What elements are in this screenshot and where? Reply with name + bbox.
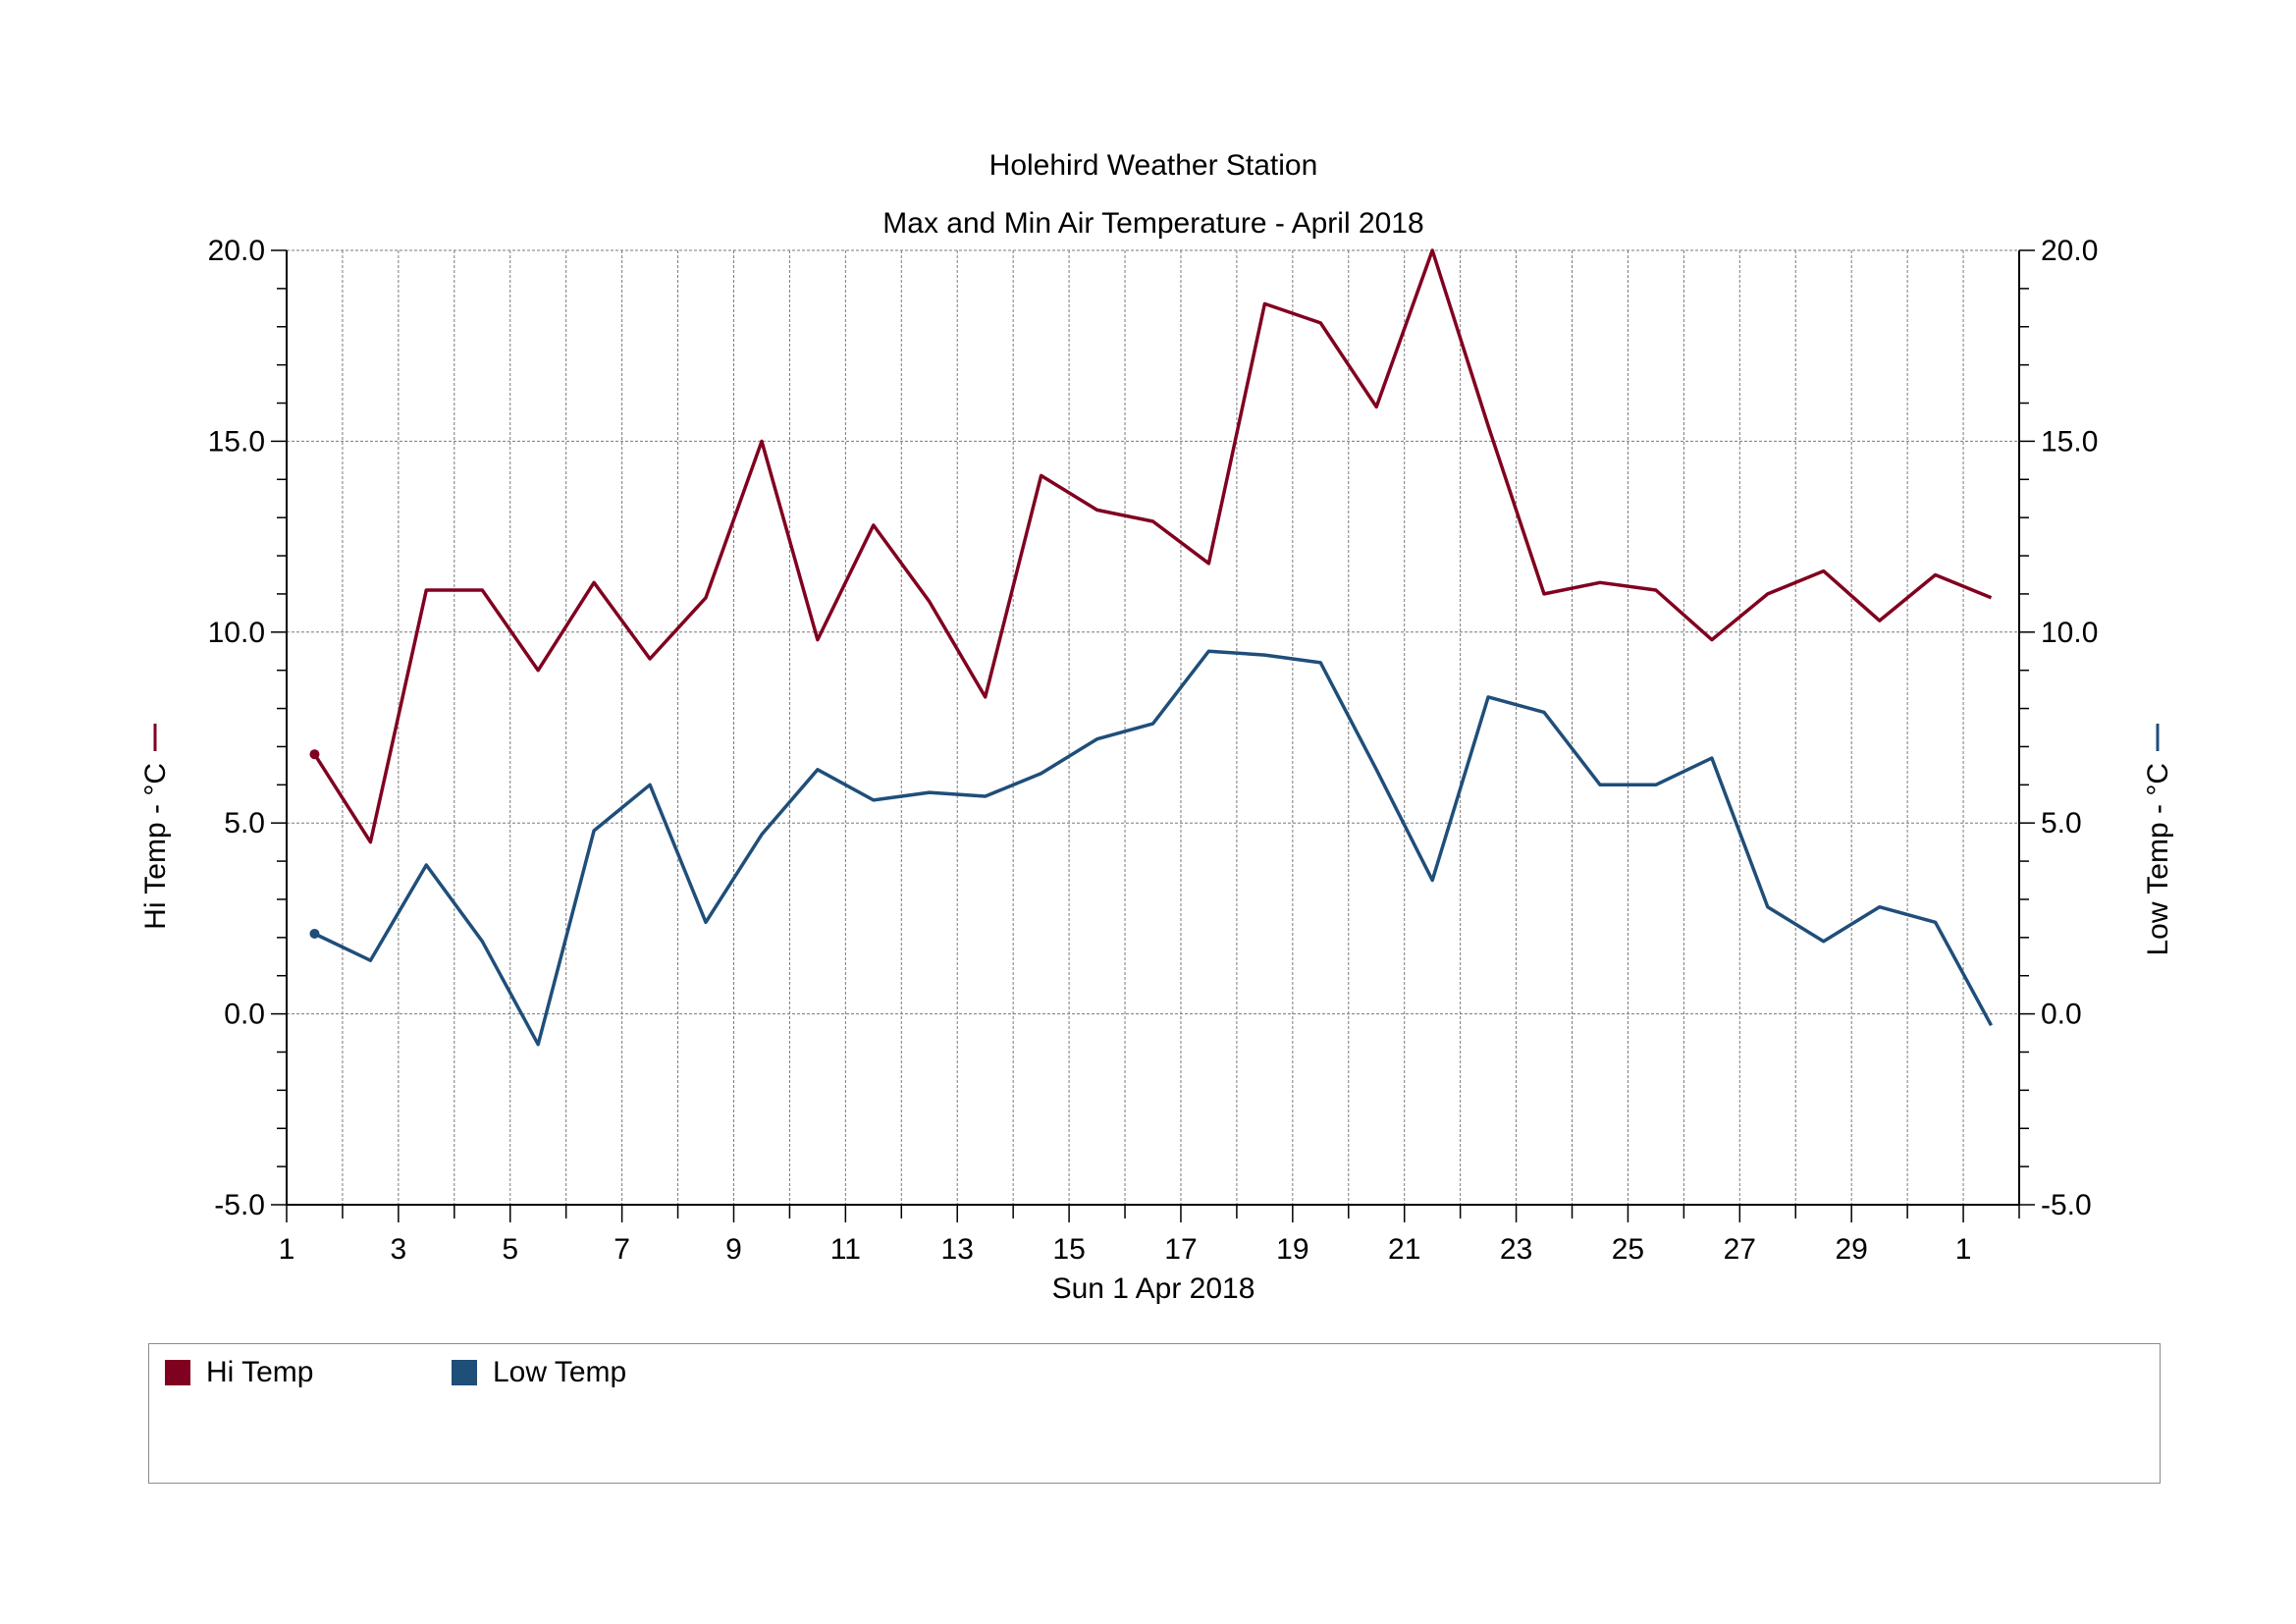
x-tick-label: 21	[1388, 1233, 1420, 1266]
legend-item-hi-temp: Hi Temp	[165, 1356, 314, 1388]
y-tick-label-right: 5.0	[2041, 807, 2082, 839]
series-start-point-hi-temp	[309, 749, 320, 760]
series-line-hi-temp	[313, 248, 1993, 844]
legend-item-low-temp: Low Temp	[452, 1356, 627, 1388]
x-tick-label: 15	[1052, 1233, 1085, 1266]
x-tick-label: 17	[1164, 1233, 1197, 1266]
x-tick-label: 5	[502, 1233, 518, 1266]
axes	[286, 250, 2020, 1206]
x-tick-label: 13	[941, 1233, 974, 1266]
series-layer	[309, 248, 1994, 1047]
y-axis-label-left-group: Hi Temp - °C	[139, 724, 172, 930]
y-tick-label-right: -5.0	[2041, 1189, 2092, 1221]
chart-subtitle: Max and Min Air Temperature - April 2018	[882, 207, 1423, 240]
x-tick-label: 1	[279, 1233, 295, 1266]
x-tick-label: 27	[1724, 1233, 1756, 1266]
y-tick-label-left: 5.0	[224, 807, 265, 839]
series-line-low-temp	[313, 649, 1994, 1047]
y-tick-label-right: 0.0	[2041, 999, 2082, 1031]
legend: Hi Temp Low Temp	[148, 1343, 2161, 1484]
x-tick-label: 29	[1836, 1233, 1868, 1266]
x-tick-label: 11	[830, 1233, 861, 1266]
legend-swatch-low-temp	[452, 1360, 477, 1385]
legend-label-low-temp: Low Temp	[493, 1356, 627, 1388]
y-axis-label-left: Hi Temp - °C	[139, 763, 172, 930]
y-tick-label-right: 20.0	[2041, 235, 2098, 267]
y-tick-label-right: 15.0	[2041, 425, 2098, 458]
x-tick-label: 1	[1955, 1233, 1972, 1266]
y-axis-label-right-group: Low Temp - °C	[2142, 724, 2174, 956]
y-axis-label-right: Low Temp - °C	[2142, 763, 2174, 956]
y-tick-label-left: 0.0	[224, 999, 265, 1031]
x-axis-label: Sun 1 Apr 2018	[1052, 1272, 1255, 1305]
x-tick-label: 23	[1500, 1233, 1532, 1266]
chart-title: Holehird Weather Station	[989, 149, 1318, 182]
x-tick-label: 19	[1276, 1233, 1308, 1266]
legend-label-hi-temp: Hi Temp	[206, 1356, 314, 1388]
x-tick-label: 7	[614, 1233, 630, 1266]
x-tick-label: 9	[725, 1233, 742, 1266]
y-tick-label-left: 20.0	[208, 235, 265, 267]
y-tick-label-left: 10.0	[208, 617, 265, 649]
y-tick-label-left: 15.0	[208, 425, 265, 458]
x-tick-label: 3	[391, 1233, 407, 1266]
ticks: 20.0 20.0 15.0 15.0 10.0 10.0 5.0 5.0 0.0 0.0 -5.0…	[208, 235, 2099, 1266]
series-start-point-low-temp	[309, 928, 320, 939]
y-tick-label-right: 10.0	[2041, 617, 2098, 649]
y-tick-label-left: -5.0	[214, 1189, 265, 1221]
x-tick-label: 25	[1612, 1233, 1644, 1266]
legend-swatch-hi-temp	[165, 1360, 190, 1385]
grid	[287, 249, 2019, 1206]
